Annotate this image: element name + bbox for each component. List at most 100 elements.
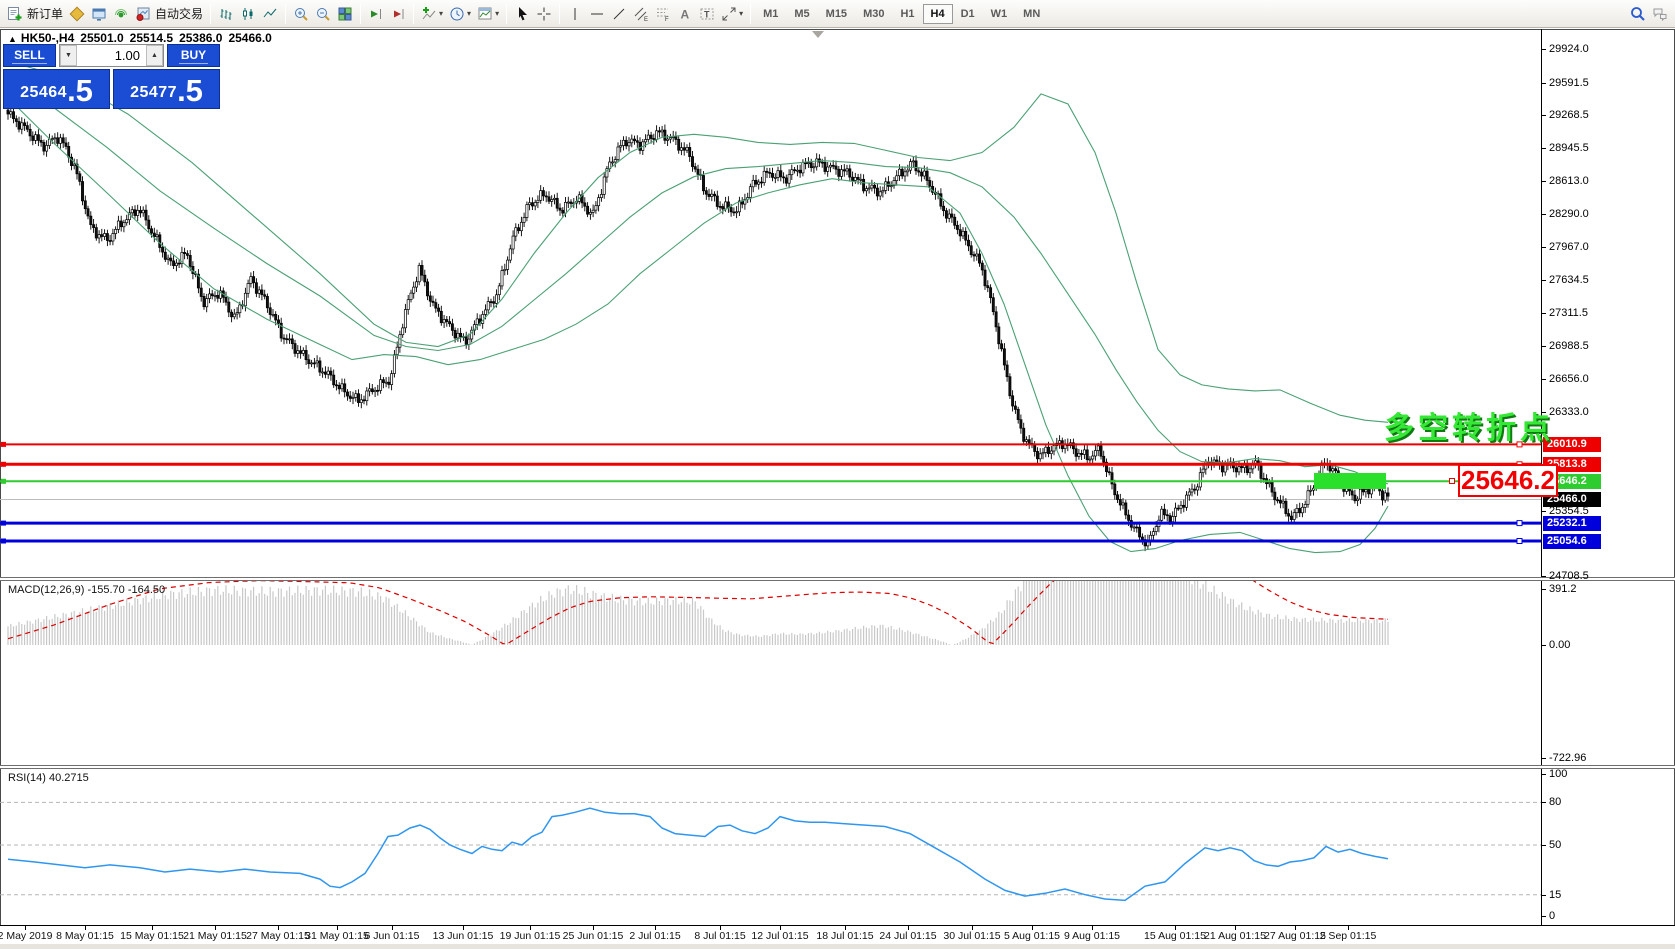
- shapes-button[interactable]: ▾: [718, 2, 746, 26]
- fibonacci-button[interactable]: F: [652, 2, 674, 26]
- time-label: 15 May 01:15: [120, 930, 184, 942]
- horizontal-line-icon: [591, 13, 604, 14]
- dropdown-arrow-icon: ▾: [439, 9, 444, 18]
- chart-title: ▲ HK50-,H4 25501.0 25514.5 25386.0 25466.0: [8, 31, 278, 45]
- price-tick-label: 26656.0: [1549, 373, 1589, 386]
- price-tick-label: 24708.5: [1549, 570, 1589, 582]
- volume-increase-button[interactable]: ▲: [146, 45, 163, 66]
- rsi-scale-label: 0: [1549, 910, 1556, 922]
- axis-tick-mark: [1541, 214, 1546, 216]
- time-label: 2 Sep 01:15: [1319, 930, 1377, 942]
- turning-point-annotation[interactable]: 多空转折点: [1384, 412, 1554, 445]
- line-left-marker[interactable]: [1, 538, 6, 544]
- price-callout-box[interactable]: 25646.2: [1458, 464, 1558, 497]
- text-label-icon: T: [700, 8, 714, 19]
- time-axis[interactable]: 2 May 2019 8 May 01:15 15 May 01:15 21 May …: [0, 925, 1675, 944]
- pane-separator[interactable]: [0, 765, 1675, 769]
- toolbar-separator: [413, 3, 415, 24]
- equidistant-channel-button[interactable]: E: [630, 2, 652, 26]
- time-label: 2 Jul 01:15: [629, 930, 681, 942]
- axis-tick-mark: [1541, 774, 1546, 775]
- zoom-out-button[interactable]: [312, 2, 334, 26]
- time-label: 8 May 01:15: [56, 930, 114, 942]
- timeframe-m30[interactable]: M30: [863, 7, 885, 20]
- macd-pane[interactable]: [0, 581, 1541, 765]
- volume-decrease-button[interactable]: ▼: [60, 45, 77, 66]
- time-tick-mark: [845, 926, 846, 930]
- ohlc-high: 25514.5: [129, 31, 174, 45]
- text-label-button[interactable]: T: [696, 2, 718, 26]
- axis-tick-mark: [1541, 589, 1546, 590]
- time-tick-mark: [1175, 926, 1176, 930]
- window-splitter-icon[interactable]: [812, 31, 824, 38]
- tile-windows-icon: [338, 7, 352, 20]
- timeframe-m1[interactable]: M1: [763, 7, 779, 20]
- chart-shift-button[interactable]: [387, 2, 409, 26]
- bar-chart-button[interactable]: [215, 2, 237, 26]
- volume-value[interactable]: 1.00: [114, 48, 140, 63]
- new-order-button[interactable]: 新订单: [4, 2, 66, 26]
- trendline-button[interactable]: [608, 2, 630, 26]
- vertical-line-button[interactable]: [564, 2, 586, 26]
- timeframe-mn[interactable]: MN: [1023, 7, 1041, 20]
- sell-button[interactable]: SELL: [3, 44, 56, 67]
- shapes-arrows-icon: [722, 7, 736, 20]
- line-right-marker[interactable]: [1516, 520, 1523, 527]
- timeframe-w1[interactable]: W1: [990, 7, 1008, 20]
- line-left-marker[interactable]: [1, 461, 6, 467]
- text-button[interactable]: A: [674, 2, 696, 26]
- horizontal-line-button[interactable]: [586, 2, 608, 26]
- timeframe-m5[interactable]: M5: [794, 7, 810, 20]
- signals-button[interactable]: [110, 2, 132, 26]
- line-right-marker[interactable]: [1516, 538, 1523, 544]
- trendline-icon: [613, 8, 625, 19]
- zoom-in-button[interactable]: [290, 2, 312, 26]
- timeframe-d1[interactable]: D1: [960, 7, 975, 20]
- crosshair-button[interactable]: [533, 2, 555, 26]
- templates-button[interactable]: ▾: [474, 2, 502, 26]
- mql5-button[interactable]: [66, 2, 88, 26]
- channel-icon: E: [634, 7, 648, 22]
- periods-button[interactable]: ▾: [446, 2, 474, 26]
- time-label: 19 Jun 01:15: [499, 930, 561, 942]
- tile-windows-button[interactable]: [334, 2, 356, 26]
- pane-separator[interactable]: [0, 577, 1675, 581]
- highlight-rectangle[interactable]: [1314, 473, 1386, 489]
- time-label: 18 Jul 01:15: [816, 930, 874, 942]
- timeframe-h1[interactable]: H1: [900, 7, 915, 20]
- one-click-trading-panel: SELL ▼ 1.00 ▲ BUY 25464.5 25477.5: [3, 44, 220, 109]
- auto-scroll-icon: [371, 8, 382, 19]
- auto-scroll-button[interactable]: [365, 2, 387, 26]
- sell-price-frac: .5: [67, 73, 93, 108]
- toolbar: 新订单 自动交易 ▾ ▾: [0, 0, 1675, 28]
- zoom-out-icon: [317, 7, 330, 21]
- indicators-button[interactable]: ▾: [418, 2, 446, 26]
- buy-button[interactable]: BUY: [167, 44, 220, 67]
- autotrading-button[interactable]: 自动交易: [132, 2, 206, 26]
- window-bottom-strip: [0, 944, 1675, 949]
- collapse-triangle-icon[interactable]: ▲: [8, 34, 17, 44]
- timeframe-h4[interactable]: H4: [922, 3, 953, 24]
- candlestick-chart-button[interactable]: [237, 2, 259, 26]
- sell-price-button[interactable]: 25464.5: [3, 69, 110, 109]
- line-left-marker[interactable]: [1, 478, 6, 484]
- timeframe-m15[interactable]: M15: [825, 7, 848, 20]
- time-tick-mark: [25, 926, 26, 930]
- time-label: 27 May 01:15: [246, 930, 310, 942]
- rsi-pane[interactable]: [0, 769, 1541, 925]
- callout-anchor-icon[interactable]: [1449, 478, 1455, 484]
- line-chart-button[interactable]: [259, 2, 281, 26]
- axis-tick-mark: [1541, 115, 1546, 117]
- line-left-marker[interactable]: [1, 441, 6, 447]
- cursor-button[interactable]: [511, 2, 533, 26]
- main-price-pane[interactable]: [0, 29, 1541, 577]
- macd-histogram: [7, 581, 1389, 645]
- macd-signal-line: [7, 581, 1389, 645]
- search-button[interactable]: [1627, 2, 1649, 26]
- buy-price-button[interactable]: 25477.5: [113, 69, 220, 109]
- templates-icon: [478, 7, 492, 19]
- line-right-marker[interactable]: [1516, 441, 1523, 448]
- market-depth-button[interactable]: [88, 2, 110, 26]
- line-left-marker[interactable]: [1, 520, 6, 526]
- chat-button[interactable]: [1649, 2, 1671, 26]
